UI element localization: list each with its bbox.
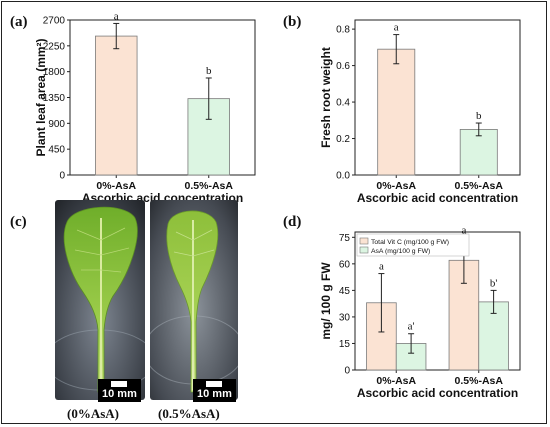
plot-frame-b [354,19,521,176]
significance-letter-d: a [461,224,466,236]
y-tick-label-a: 2700 [43,16,66,27]
y-tick-label-a: 900 [48,119,65,130]
scale-bar-treated: 10 mm [193,379,236,402]
y-axis-label-a: Plant leaf area (mm²) [34,38,48,156]
leaf-image-control [55,200,145,400]
x-tick-label-a: 0%-AsA [96,180,136,192]
x-tick-label-b: 0%-AsA [376,180,416,192]
panel-label-d: (d) [283,214,302,230]
y-tick-label-a: 1350 [43,93,66,104]
photo-caption-control: (0%AsA) [67,406,119,421]
x-tick-label-b: 0.5%-AsA [455,180,504,192]
x-axis-label-b: Ascorbic acid concentration [357,191,518,205]
y-tick-label-a: 2250 [43,41,66,52]
scale-bar-label-treated: 10 mm [197,388,232,400]
x-axis-label-d: Ascorbic acid concentration [357,386,518,400]
y-tick-label-b: 0.2 [336,134,350,145]
panel-label-c: (c) [10,214,27,230]
bar-b [377,48,416,176]
y-tick-label-d: 15 [339,339,351,350]
x-tick-label-d: 0%-AsA [376,375,416,387]
significance-letter-d: a [379,261,384,273]
legend-swatch-d [359,237,369,245]
legend-swatch-d [359,246,369,254]
significance-letter-d: a' [408,321,415,333]
legend-box-d [356,233,470,257]
panel-label-b: (b) [283,14,302,30]
y-tick-label-a: 1800 [43,67,66,78]
photo-caption-treated: (0.5%AsA) [158,406,220,421]
y-tick-label-a: 0 [59,171,65,182]
significance-letter-b: a [394,22,399,34]
y-tick-label-b: 0.4 [336,98,350,109]
y-tick-label-d: 45 [339,286,351,297]
legend-label-d: AsA (mg/100 g FW) [371,248,430,255]
x-tick-label-a: 0.5%-AsA [185,180,234,192]
bar-a [95,35,138,176]
panel-label-a: (a) [10,14,28,30]
y-tick-label-a: 450 [48,145,65,156]
y-tick-label-d: 30 [339,312,351,323]
scale-bar-control: 10 mm [98,379,141,402]
leaf-image-treated [150,200,238,400]
bar-b [459,129,498,176]
leaf-photo-control [55,200,145,400]
leaf-photo-treated [150,200,238,400]
y-axis-label-d: mg/ 100 g FW [319,262,333,340]
y-tick-label-d: 75 [339,233,351,244]
significance-letter-a: b [206,65,212,77]
x-tick-label-d: 0.5%-AsA [455,375,504,387]
y-tick-label-b: 0.8 [336,25,350,36]
scale-bar-label-control: 10 mm [102,388,137,400]
legend-label-d: Total Vit C (mg/100 g FW) [371,239,449,246]
y-axis-label-b: Fresh root weight [319,47,333,148]
significance-letter-b: b [476,110,482,122]
y-tick-label-b: 0.0 [336,171,350,182]
y-tick-label-b: 0.6 [336,61,350,72]
plot-frame-d [354,231,521,371]
significance-letter-d: b' [490,277,498,289]
y-tick-label-d: 60 [339,259,351,270]
y-tick-label-d: 0 [344,366,350,377]
significance-letter-a: a [114,10,119,22]
